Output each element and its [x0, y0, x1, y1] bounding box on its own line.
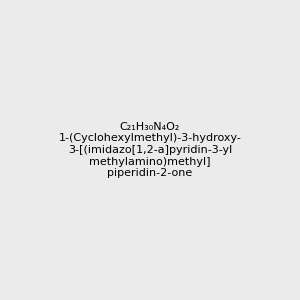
Text: C₂₁H₃₀N₄O₂
1-(Cyclohexylmethyl)-3-hydroxy-
3-[(imidazo[1,2-a]pyridin-3-yl
methyl: C₂₁H₃₀N₄O₂ 1-(Cyclohexylmethyl)-3-hydrox… [58, 122, 242, 178]
